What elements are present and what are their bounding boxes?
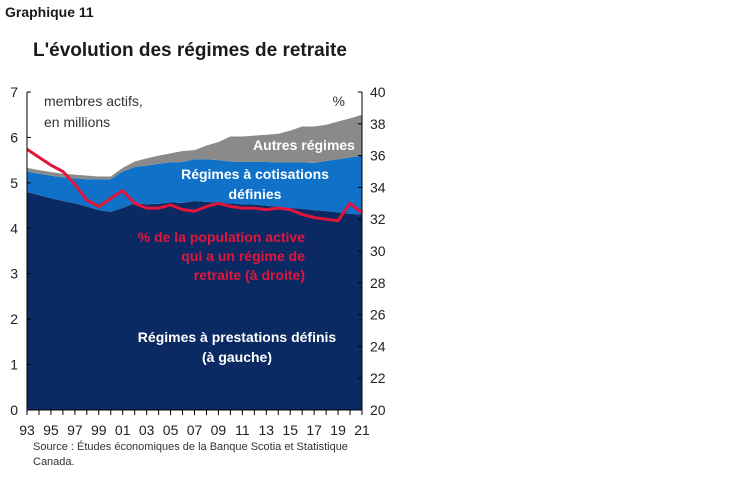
annotation-db: (à gauche) [202, 349, 272, 365]
annotation-other: Autres régimes [253, 137, 355, 153]
annotation-line: retraite (à droite) [194, 267, 305, 283]
left-tick-label: 4 [10, 220, 18, 236]
left-tick-label: 1 [10, 357, 18, 373]
left-axis-unit-label: membres actifs, [44, 93, 143, 109]
annotation-line: % de la population active [138, 229, 305, 245]
right-tick-label: 36 [370, 148, 386, 164]
right-tick-label: 40 [370, 84, 386, 100]
x-tick-label: 05 [163, 422, 179, 438]
x-tick-label: 09 [211, 422, 227, 438]
right-axis-unit-label: % [333, 93, 345, 109]
left-tick-label: 0 [10, 402, 18, 418]
annotation-dc: Régimes à cotisations [181, 166, 329, 182]
x-tick-label: 99 [91, 422, 107, 438]
right-tick-label: 28 [370, 275, 386, 291]
area-defined-benefit [27, 191, 362, 410]
x-tick-label: 15 [282, 422, 298, 438]
annotation-db: Régimes à prestations définis [138, 329, 337, 345]
x-tick-label: 93 [19, 422, 35, 438]
line-pension-coverage [26, 147, 363, 223]
left-tick-label: 5 [10, 175, 18, 191]
right-tick-label: 32 [370, 211, 386, 227]
chart-title: L'évolution des régimes de retraite [33, 40, 347, 61]
left-tick-label: 3 [10, 266, 18, 282]
x-tick-label: 07 [187, 422, 203, 438]
x-tick-label: 19 [330, 422, 346, 438]
x-tick-label: 17 [306, 422, 322, 438]
annotation-dc: définies [229, 186, 282, 202]
right-tick-label: 30 [370, 243, 386, 259]
x-tick-label: 01 [115, 422, 131, 438]
area-other-plans [27, 114, 362, 180]
right-tick-label: 34 [370, 179, 386, 195]
left-tick-label: 2 [10, 311, 18, 327]
right-tick-label: 26 [370, 307, 386, 323]
right-tick-label: 24 [370, 338, 386, 354]
x-tick-label: 95 [43, 422, 59, 438]
left-axis-unit-label: en millions [44, 114, 110, 130]
annotation-line: qui a un régime de [181, 248, 305, 264]
graph-number-label: Graphique 11 [5, 4, 94, 20]
left-tick-label: 7 [10, 84, 18, 100]
x-tick-label: 97 [67, 422, 83, 438]
x-tick-label: 13 [258, 422, 274, 438]
x-tick-label: 11 [235, 422, 250, 438]
right-tick-label: 22 [370, 370, 386, 386]
right-tick-label: 20 [370, 402, 386, 418]
x-tick-label: 21 [354, 422, 370, 438]
source-note: Source : Études économiques de la Banque… [33, 441, 348, 468]
x-tick-label: 03 [139, 422, 155, 438]
right-tick-label: 38 [370, 116, 386, 132]
left-tick-label: 6 [10, 129, 18, 145]
